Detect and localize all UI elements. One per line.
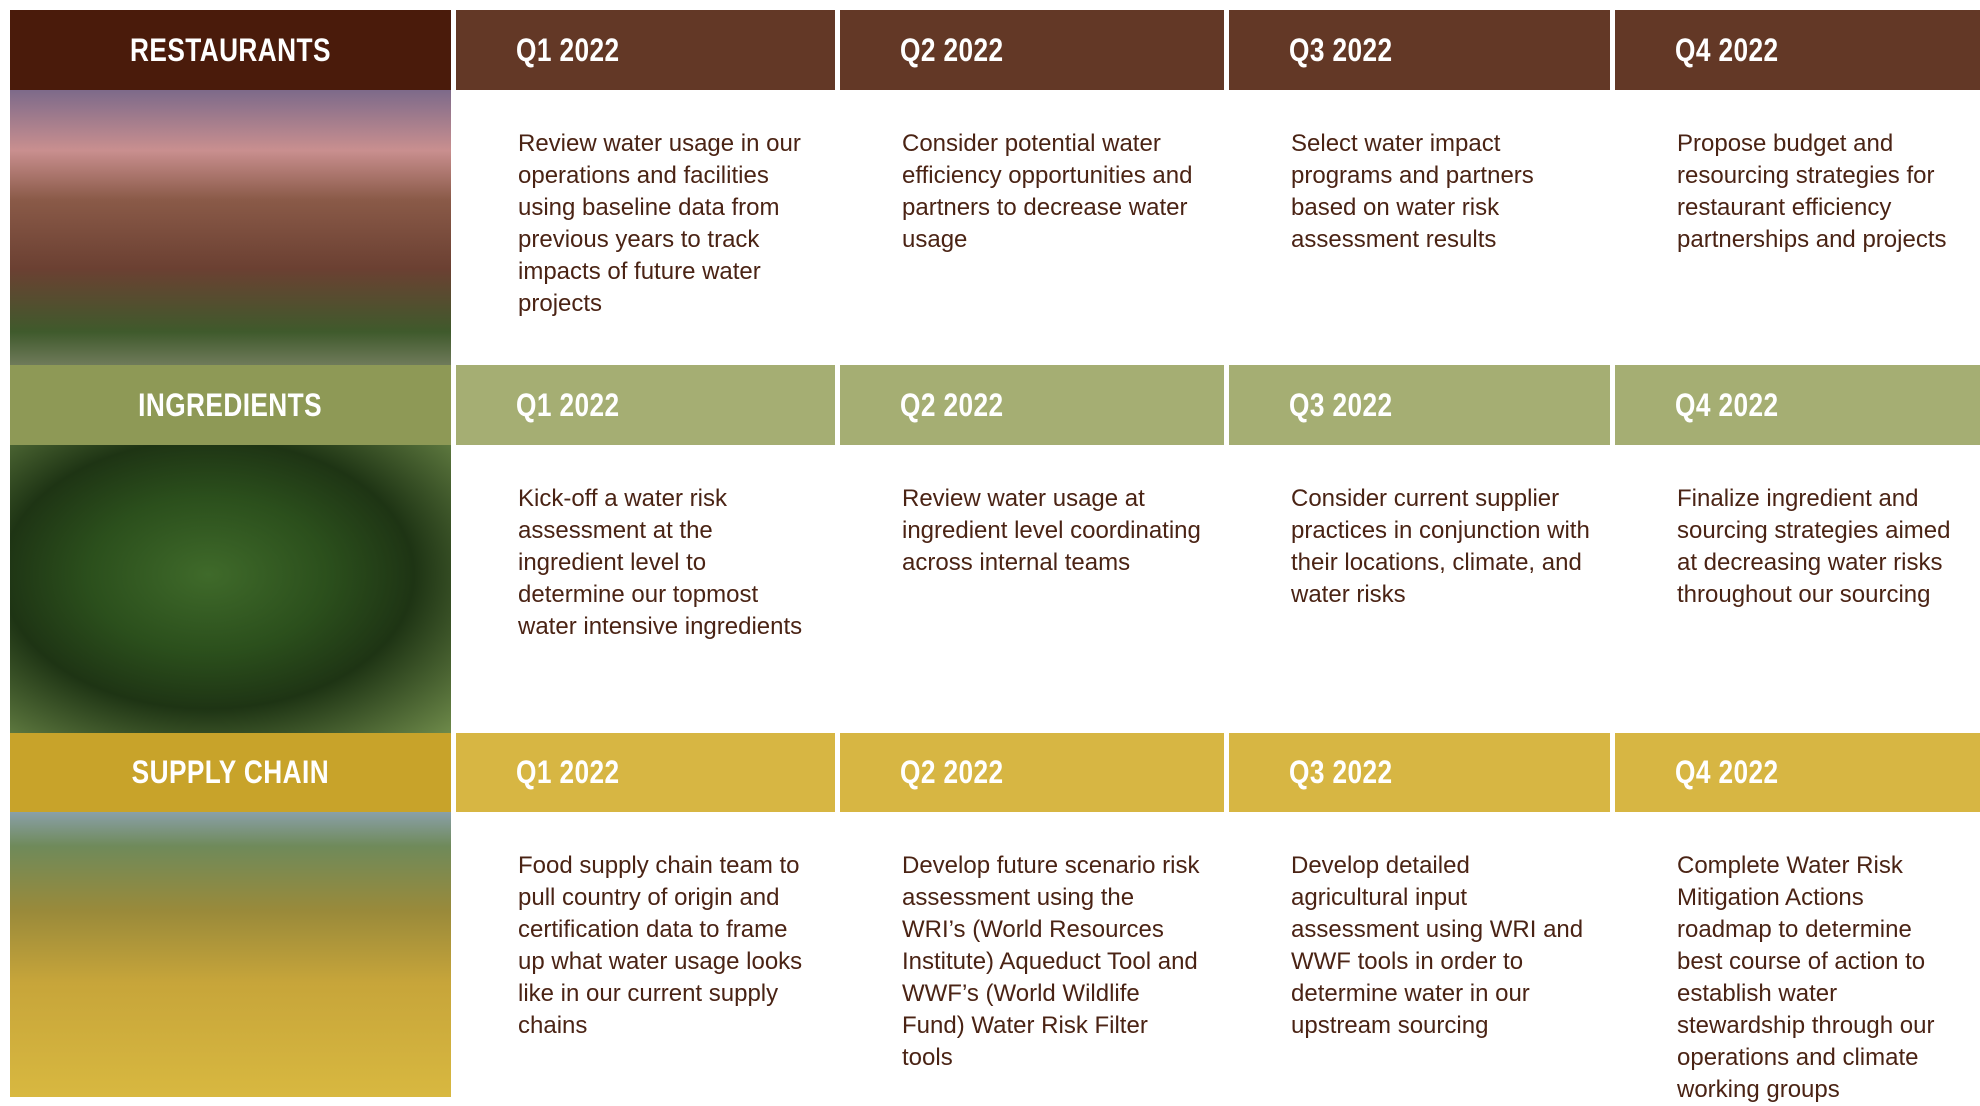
quarter-header: Q3 2022 (1229, 365, 1610, 445)
quarter-text: Review water usage at ingredient level c… (840, 445, 1224, 733)
quarter-header: Q3 2022 (1229, 10, 1610, 90)
text: Food supply chain team to pull country o… (518, 852, 803, 1039)
quarter-header: Q1 2022 (456, 365, 835, 445)
quarter-header: Q2 2022 (840, 733, 1224, 812)
text: Complete Water Risk Mitigation Actions r… (1677, 852, 1935, 1103)
section-title: RESTAURANTS (10, 10, 451, 90)
text: Q3 2022 (1289, 386, 1393, 423)
text: Q1 2022 (516, 386, 620, 423)
quarter-text: Consider potential water efficiency oppo… (840, 90, 1224, 365)
text: Propose budget and resourcing strategies… (1677, 130, 1947, 253)
text: Q4 2022 (1675, 386, 1779, 423)
quarter-header: Q2 2022 (840, 365, 1224, 445)
text: Select water impact programs and partner… (1291, 130, 1534, 253)
text: Q1 2022 (516, 754, 620, 790)
text: Consider current supplier practices in c… (1291, 485, 1590, 608)
quarter-text: Develop future scenario risk assessment … (840, 812, 1224, 1097)
section-image (10, 812, 451, 1097)
text: Q3 2022 (1289, 754, 1393, 790)
quarter-header: Q2 2022 (840, 10, 1224, 90)
quarter-text: Kick-off a water risk assessment at the … (456, 445, 835, 733)
quarter-text: Consider current supplier practices in c… (1229, 445, 1610, 733)
quarter-header: Q4 2022 (1615, 733, 1980, 812)
quarter-header: Q4 2022 (1615, 10, 1980, 90)
section-title: INGREDIENTS (10, 365, 451, 445)
text: Develop detailed agricultural input asse… (1291, 852, 1584, 1039)
text: Kick-off a water risk assessment at the … (518, 485, 803, 640)
text: Q2 2022 (900, 754, 1004, 790)
text: Q4 2022 (1675, 754, 1779, 790)
quarter-text: Complete Water Risk Mitigation Actions r… (1615, 812, 1980, 1103)
quarter-text: Finalize ingredient and sourcing strateg… (1615, 445, 1980, 733)
quarter-text: Food supply chain team to pull country o… (456, 812, 835, 1097)
quarter-header: Q1 2022 (456, 733, 835, 812)
quarter-header: Q3 2022 (1229, 733, 1610, 812)
text: Q2 2022 (900, 386, 1004, 423)
quarter-header: Q1 2022 (456, 10, 835, 90)
text: RESTAURANTS (130, 31, 331, 68)
quarter-text: Propose budget and resourcing strategies… (1615, 90, 1980, 365)
text: INGREDIENTS (138, 386, 323, 423)
text: Q2 2022 (900, 31, 1004, 68)
text: Consider potential water efficiency oppo… (902, 130, 1193, 253)
quarter-text: Develop detailed agricultural input asse… (1229, 812, 1610, 1097)
quarter-text: Select water impact programs and partner… (1229, 90, 1610, 365)
section-title: SUPPLY CHAIN (10, 733, 451, 812)
text: Review water usage in our operations and… (518, 130, 801, 317)
text: Q3 2022 (1289, 31, 1393, 68)
quarter-text: Review water usage in our operations and… (456, 90, 835, 365)
quarter-header: Q4 2022 (1615, 365, 1980, 445)
text: Develop future scenario risk assessment … (902, 852, 1200, 1071)
section-image (10, 90, 451, 365)
text: SUPPLY CHAIN (131, 754, 330, 790)
text: Q4 2022 (1675, 31, 1779, 68)
text: Review water usage at ingredient level c… (902, 485, 1201, 576)
text: Q1 2022 (516, 31, 620, 68)
text: Finalize ingredient and sourcing strateg… (1677, 485, 1951, 608)
section-image (10, 445, 451, 733)
